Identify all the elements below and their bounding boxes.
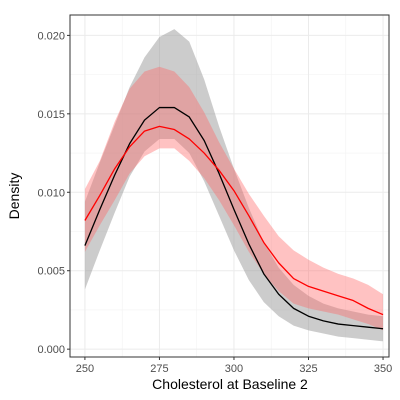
y-axis-ticks: 0.000 0.005 0.010 0.015 0.020	[37, 30, 70, 356]
x-axis-ticks: 250 275 300 325 350	[76, 357, 392, 375]
x-axis-title: Cholesterol at Baseline 2	[152, 376, 308, 392]
confidence-band-2	[84, 66, 384, 331]
x-tick-label: 275	[150, 363, 168, 375]
grid-major	[70, 15, 389, 357]
x-tick-label: 300	[225, 363, 243, 375]
density-line-1	[84, 106, 384, 330]
density-line-2	[84, 125, 384, 316]
x-tick-label: 250	[76, 363, 94, 375]
density-lines	[84, 106, 384, 330]
y-tick-label: 0.020	[37, 30, 65, 42]
panel-border	[69, 14, 390, 358]
y-tick-label: 0.010	[37, 187, 65, 199]
y-tick-label: 0.015	[37, 109, 65, 121]
y-tick-label: 0.000	[37, 344, 65, 356]
x-tick-label: 350	[374, 363, 392, 375]
y-axis-title: Density	[6, 173, 22, 220]
y-tick-label: 0.005	[37, 266, 65, 278]
x-tick-label: 325	[299, 363, 317, 375]
